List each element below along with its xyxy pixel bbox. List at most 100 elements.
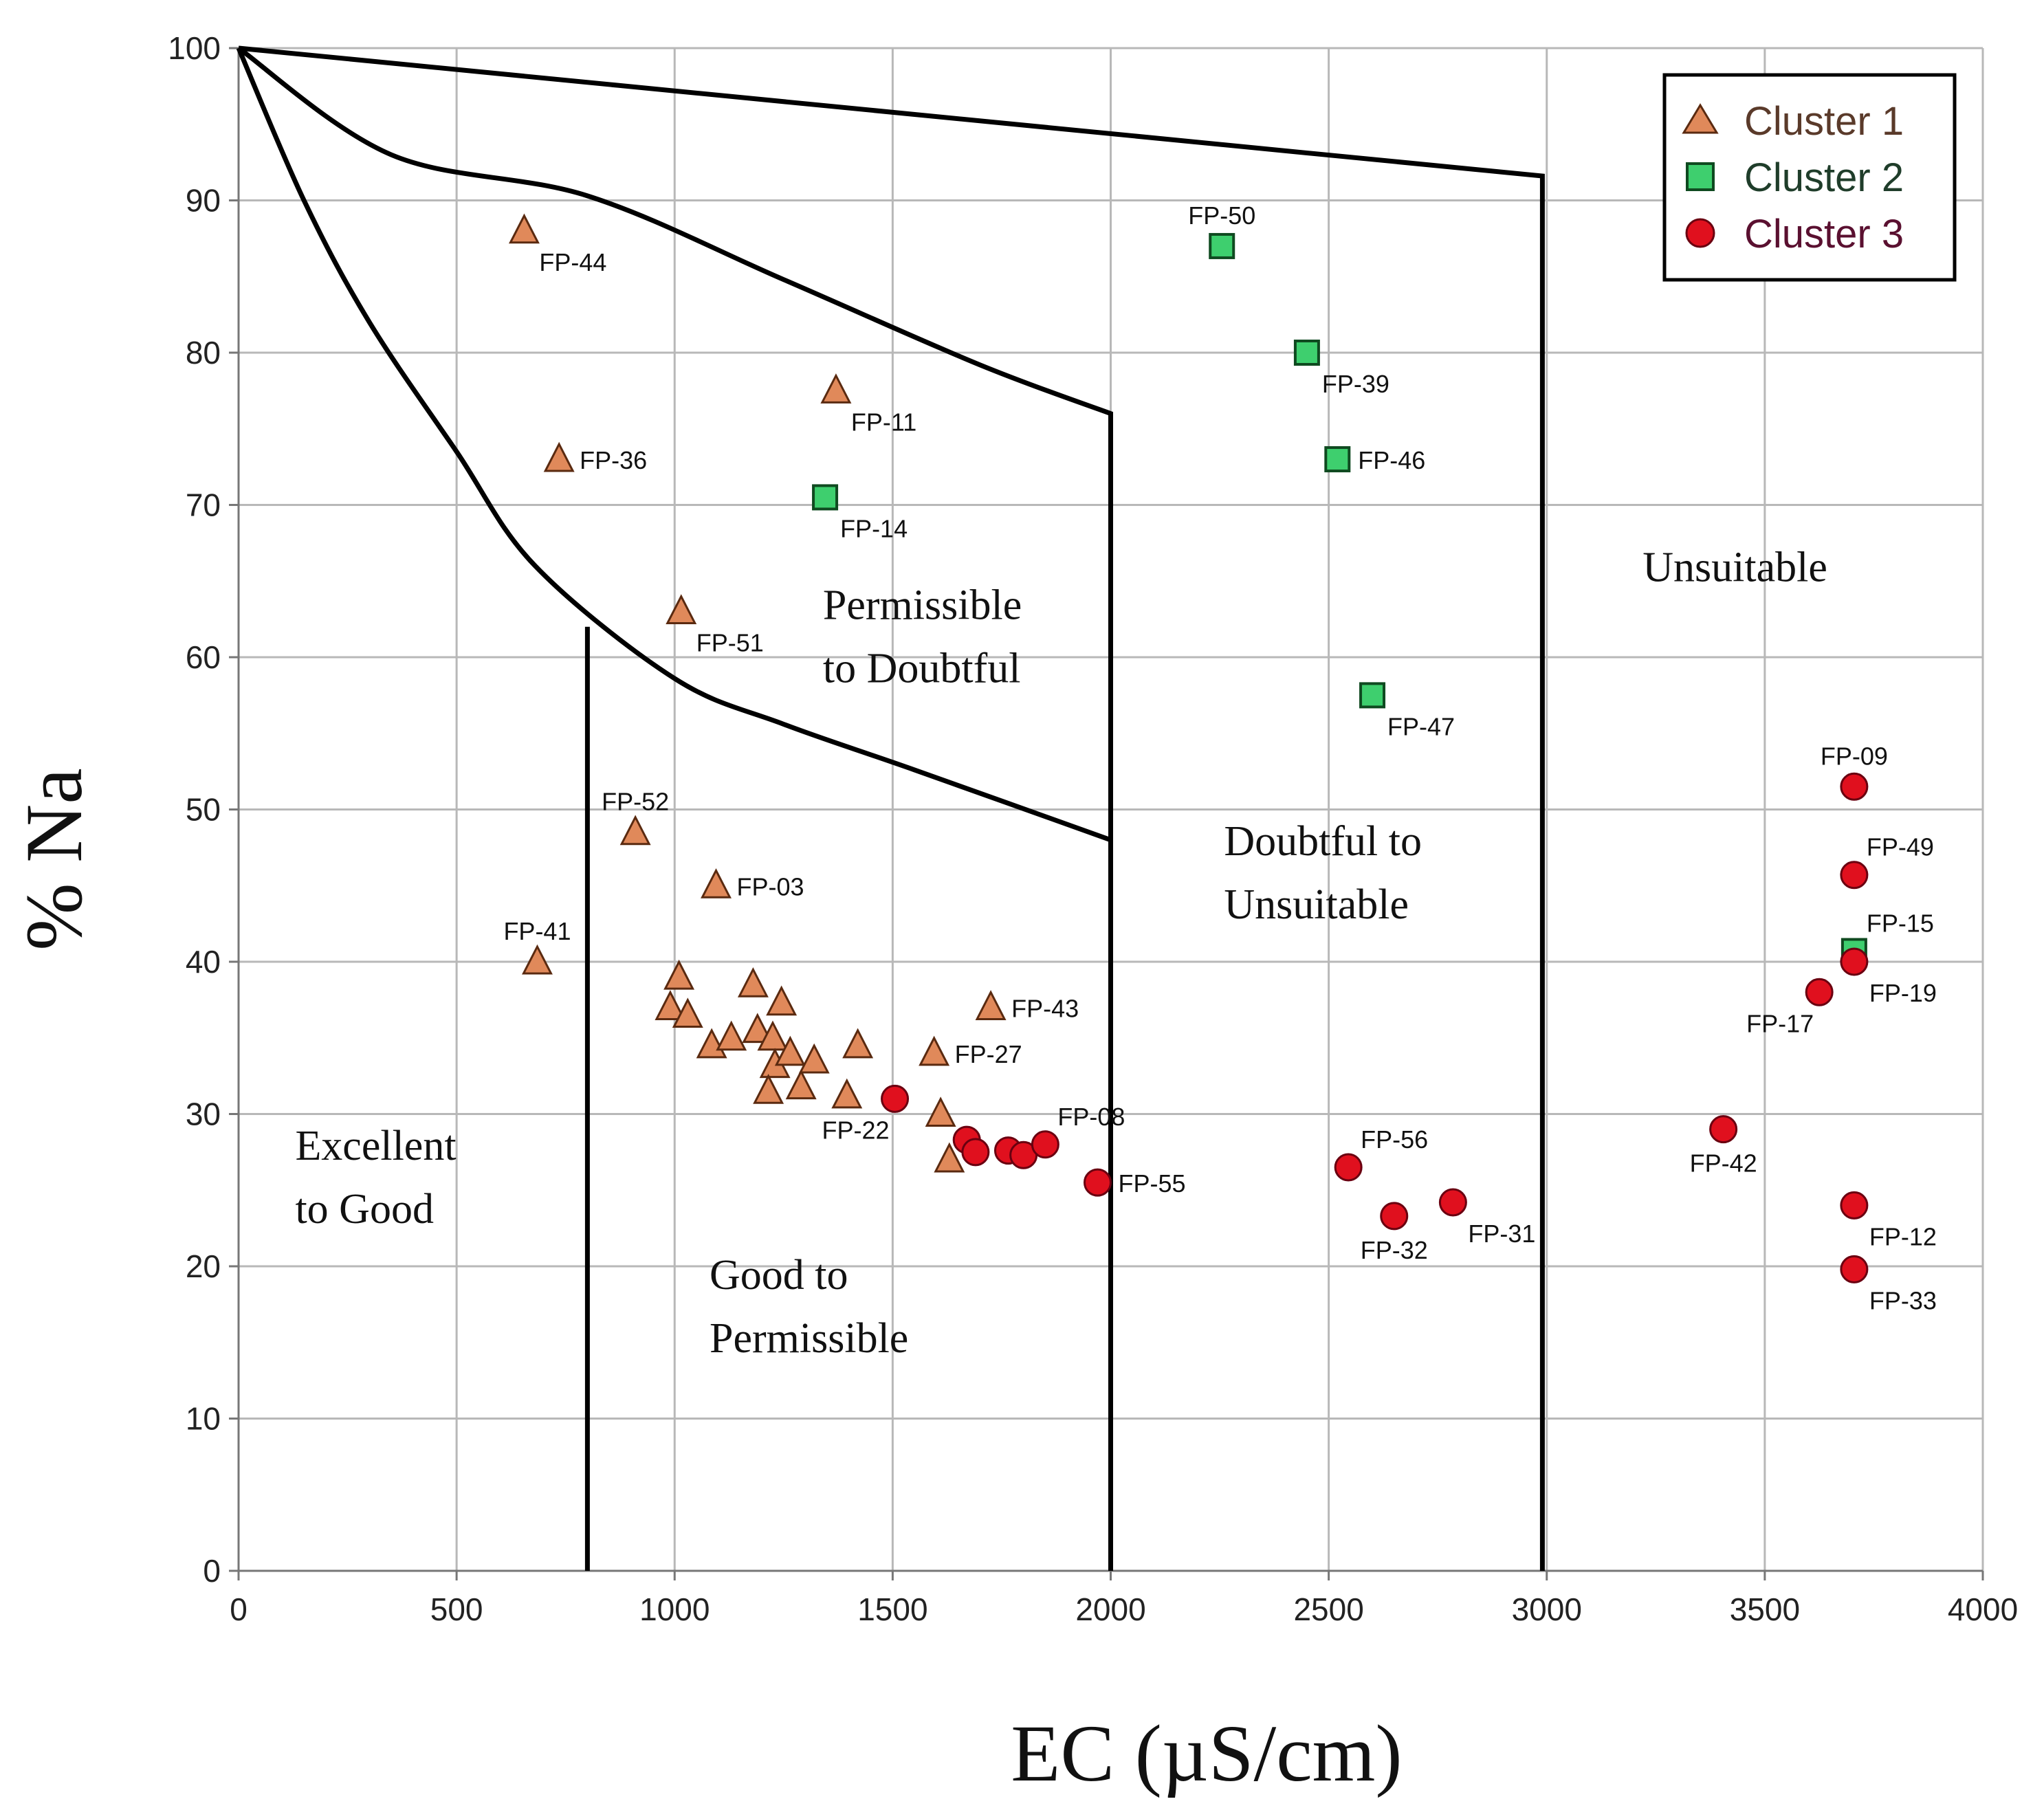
region-label: Good to Permissible bbox=[710, 1252, 908, 1362]
legend: Cluster 1 Cluster 2 Cluster 3 bbox=[1662, 73, 1957, 282]
cluster1-point bbox=[831, 1078, 863, 1109]
cluster3-point bbox=[1805, 978, 1834, 1006]
cluster3-point bbox=[1031, 1130, 1059, 1159]
region-label-line: to Doubtful bbox=[823, 646, 1021, 692]
cluster1-point bbox=[785, 1069, 817, 1100]
cluster2-point bbox=[1293, 340, 1320, 366]
cluster1-point bbox=[663, 959, 695, 990]
legend-label: Cluster 2 bbox=[1744, 155, 1904, 200]
cluster1-point bbox=[666, 594, 697, 625]
x-tick-label: 500 bbox=[430, 1591, 483, 1627]
y-tick-label: 20 bbox=[186, 1248, 221, 1284]
legend-circle-icon bbox=[1685, 218, 1715, 248]
point-label: FP-03 bbox=[737, 872, 804, 901]
x-tick-label: 2000 bbox=[1075, 1591, 1145, 1627]
cluster1-point bbox=[701, 868, 732, 899]
point-label: FP-22 bbox=[822, 1116, 889, 1144]
region-label-line: Unsuitable bbox=[1642, 544, 1827, 591]
point-label: FP-56 bbox=[1361, 1125, 1428, 1154]
cluster3-point bbox=[1709, 1115, 1738, 1144]
x-tick-label: 0 bbox=[230, 1591, 248, 1627]
point-label: FP-55 bbox=[1118, 1169, 1185, 1198]
cluster1-point bbox=[842, 1028, 874, 1059]
region-label-line: Permissible bbox=[823, 582, 1022, 629]
region-label-line: Permissible bbox=[710, 1315, 908, 1362]
cluster1-point bbox=[742, 1013, 773, 1044]
doubtful-boundary bbox=[237, 46, 1113, 1571]
y-tick-label: 40 bbox=[186, 944, 221, 980]
permissible-boundary bbox=[236, 47, 1113, 1571]
legend-box bbox=[1662, 73, 1957, 282]
cluster1-point bbox=[757, 1020, 789, 1051]
y-tick-label: 10 bbox=[186, 1401, 221, 1437]
region-label-line: Unsuitable bbox=[1224, 881, 1409, 928]
y-tick-label: 60 bbox=[186, 639, 221, 675]
cluster1-point bbox=[766, 985, 798, 1016]
x-tick-label: 3000 bbox=[1512, 1591, 1582, 1627]
y-tick-label: 70 bbox=[186, 487, 221, 523]
classification-boundaries bbox=[236, 45, 1545, 1571]
y-tick-label: 100 bbox=[168, 30, 221, 66]
cluster3-point bbox=[1083, 1168, 1112, 1197]
region-label: Unsuitable bbox=[1642, 544, 1827, 591]
point-label: FP-17 bbox=[1746, 1009, 1814, 1037]
cluster1-point bbox=[508, 213, 540, 244]
region-label-line: to Good bbox=[295, 1186, 434, 1233]
region-label-line: Doubtful to bbox=[1224, 818, 1422, 865]
cluster3-point bbox=[1840, 1191, 1869, 1220]
point-label: FP-43 bbox=[1011, 994, 1079, 1022]
x-axis-title: EC (µS/cm) bbox=[1011, 1708, 1402, 1798]
point-label: FP-09 bbox=[1821, 742, 1888, 770]
y-tick-label: 80 bbox=[186, 335, 221, 371]
cluster1-point bbox=[716, 1020, 747, 1051]
point-label: FP-47 bbox=[1387, 712, 1455, 740]
cluster2-point bbox=[812, 484, 839, 511]
point-label: FP-36 bbox=[580, 446, 647, 474]
point-label: FP-52 bbox=[602, 788, 669, 816]
point-label: FP-44 bbox=[539, 248, 606, 276]
point-label: FP-41 bbox=[503, 917, 571, 945]
y-tick-label: 0 bbox=[203, 1553, 221, 1589]
x-tick-label: 4000 bbox=[1948, 1591, 2018, 1627]
cluster1-point bbox=[753, 1073, 784, 1104]
cluster3-point bbox=[961, 1138, 990, 1167]
cluster3-point bbox=[1334, 1153, 1363, 1182]
region-label: Permissible to Doubtful bbox=[823, 582, 1022, 692]
point-label: FP-46 bbox=[1358, 446, 1425, 474]
cluster3-point bbox=[1840, 861, 1869, 890]
data-points: FP-44 FP-36 FP-11 FP-51 FP-52 FP-03 FP-41 FP-43… bbox=[503, 201, 1937, 1314]
cluster1-point bbox=[619, 815, 651, 846]
point-label: FP-50 bbox=[1188, 201, 1255, 230]
point-label: FP-49 bbox=[1867, 833, 1934, 861]
point-label: FP-31 bbox=[1468, 1220, 1535, 1248]
cluster1-point bbox=[672, 997, 703, 1028]
axis-ticks: 0 500 1000 1500 2000 2500 3000 3500 4000 0 10 20 30 4… bbox=[168, 30, 2018, 1627]
region-label-line: Excellent bbox=[295, 1123, 456, 1169]
x-tick-label: 3500 bbox=[1730, 1591, 1800, 1627]
point-label: FP-14 bbox=[840, 514, 908, 542]
cluster3-point bbox=[1840, 772, 1869, 801]
cluster3-point bbox=[1840, 1255, 1869, 1283]
cluster2-point bbox=[1209, 232, 1235, 259]
cluster1-point bbox=[522, 944, 553, 975]
cluster1-point bbox=[925, 1096, 956, 1127]
unsuitable-boundary bbox=[238, 45, 1545, 1571]
point-label: FP-42 bbox=[1690, 1149, 1757, 1178]
cluster3-point bbox=[881, 1084, 910, 1113]
point-label: FP-08 bbox=[1057, 1103, 1125, 1131]
cluster1-point bbox=[820, 373, 852, 404]
cluster1-point bbox=[655, 990, 686, 1020]
region-label: Doubtful to Unsuitable bbox=[1224, 818, 1422, 928]
x-tick-label: 1000 bbox=[639, 1591, 710, 1627]
legend-triangle-icon bbox=[1682, 103, 1719, 134]
point-label: FP-51 bbox=[696, 629, 764, 657]
legend-label: Cluster 1 bbox=[1744, 99, 1904, 144]
region-label: Excellent to Good bbox=[295, 1123, 456, 1233]
cluster3-point bbox=[1380, 1202, 1409, 1231]
point-label: FP-12 bbox=[1869, 1222, 1937, 1250]
y-tick-label: 50 bbox=[186, 792, 221, 828]
x-tick-label: 1500 bbox=[857, 1591, 927, 1627]
y-axis-title: % Na bbox=[9, 768, 99, 950]
